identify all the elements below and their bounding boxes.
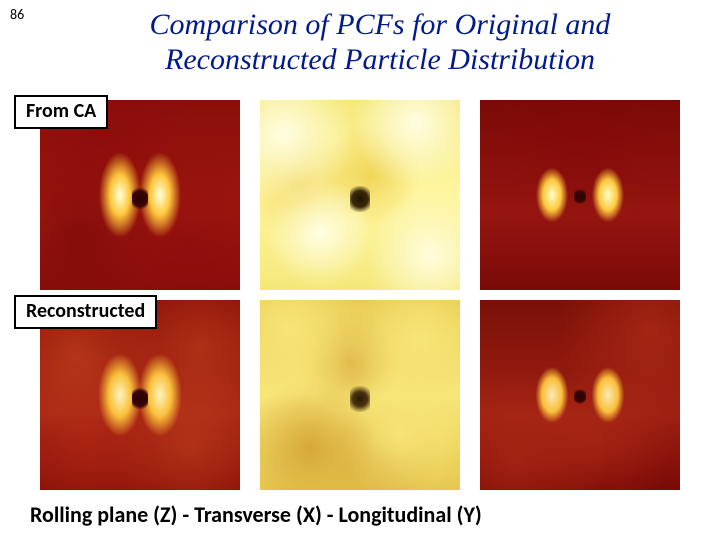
row-label-reconstructed: Reconstructed <box>14 295 157 329</box>
center-dark-spot <box>350 386 370 413</box>
axis-caption: Rolling plane (Z) - Transverse (X) - Lon… <box>30 501 690 528</box>
center-dark-spot <box>350 186 370 213</box>
row-label-original: From CA <box>14 95 108 129</box>
pcf-panel-y-original <box>480 100 680 290</box>
center-dark-spot <box>132 187 148 210</box>
heatmap <box>260 300 460 490</box>
slide-number: 86 <box>10 6 24 23</box>
pcf-panel-x-original <box>260 100 460 290</box>
center-dark-spot <box>574 189 586 204</box>
center-dark-spot <box>132 387 148 410</box>
heatmap <box>480 300 680 490</box>
pcf-panel-x-reconstructed <box>260 300 460 490</box>
center-dark-spot <box>574 389 586 404</box>
heatmap <box>480 100 680 290</box>
page-title: Comparison of PCFs for Original and Reco… <box>80 8 680 77</box>
heatmap <box>260 100 460 290</box>
pcf-panel-y-reconstructed <box>480 300 680 490</box>
